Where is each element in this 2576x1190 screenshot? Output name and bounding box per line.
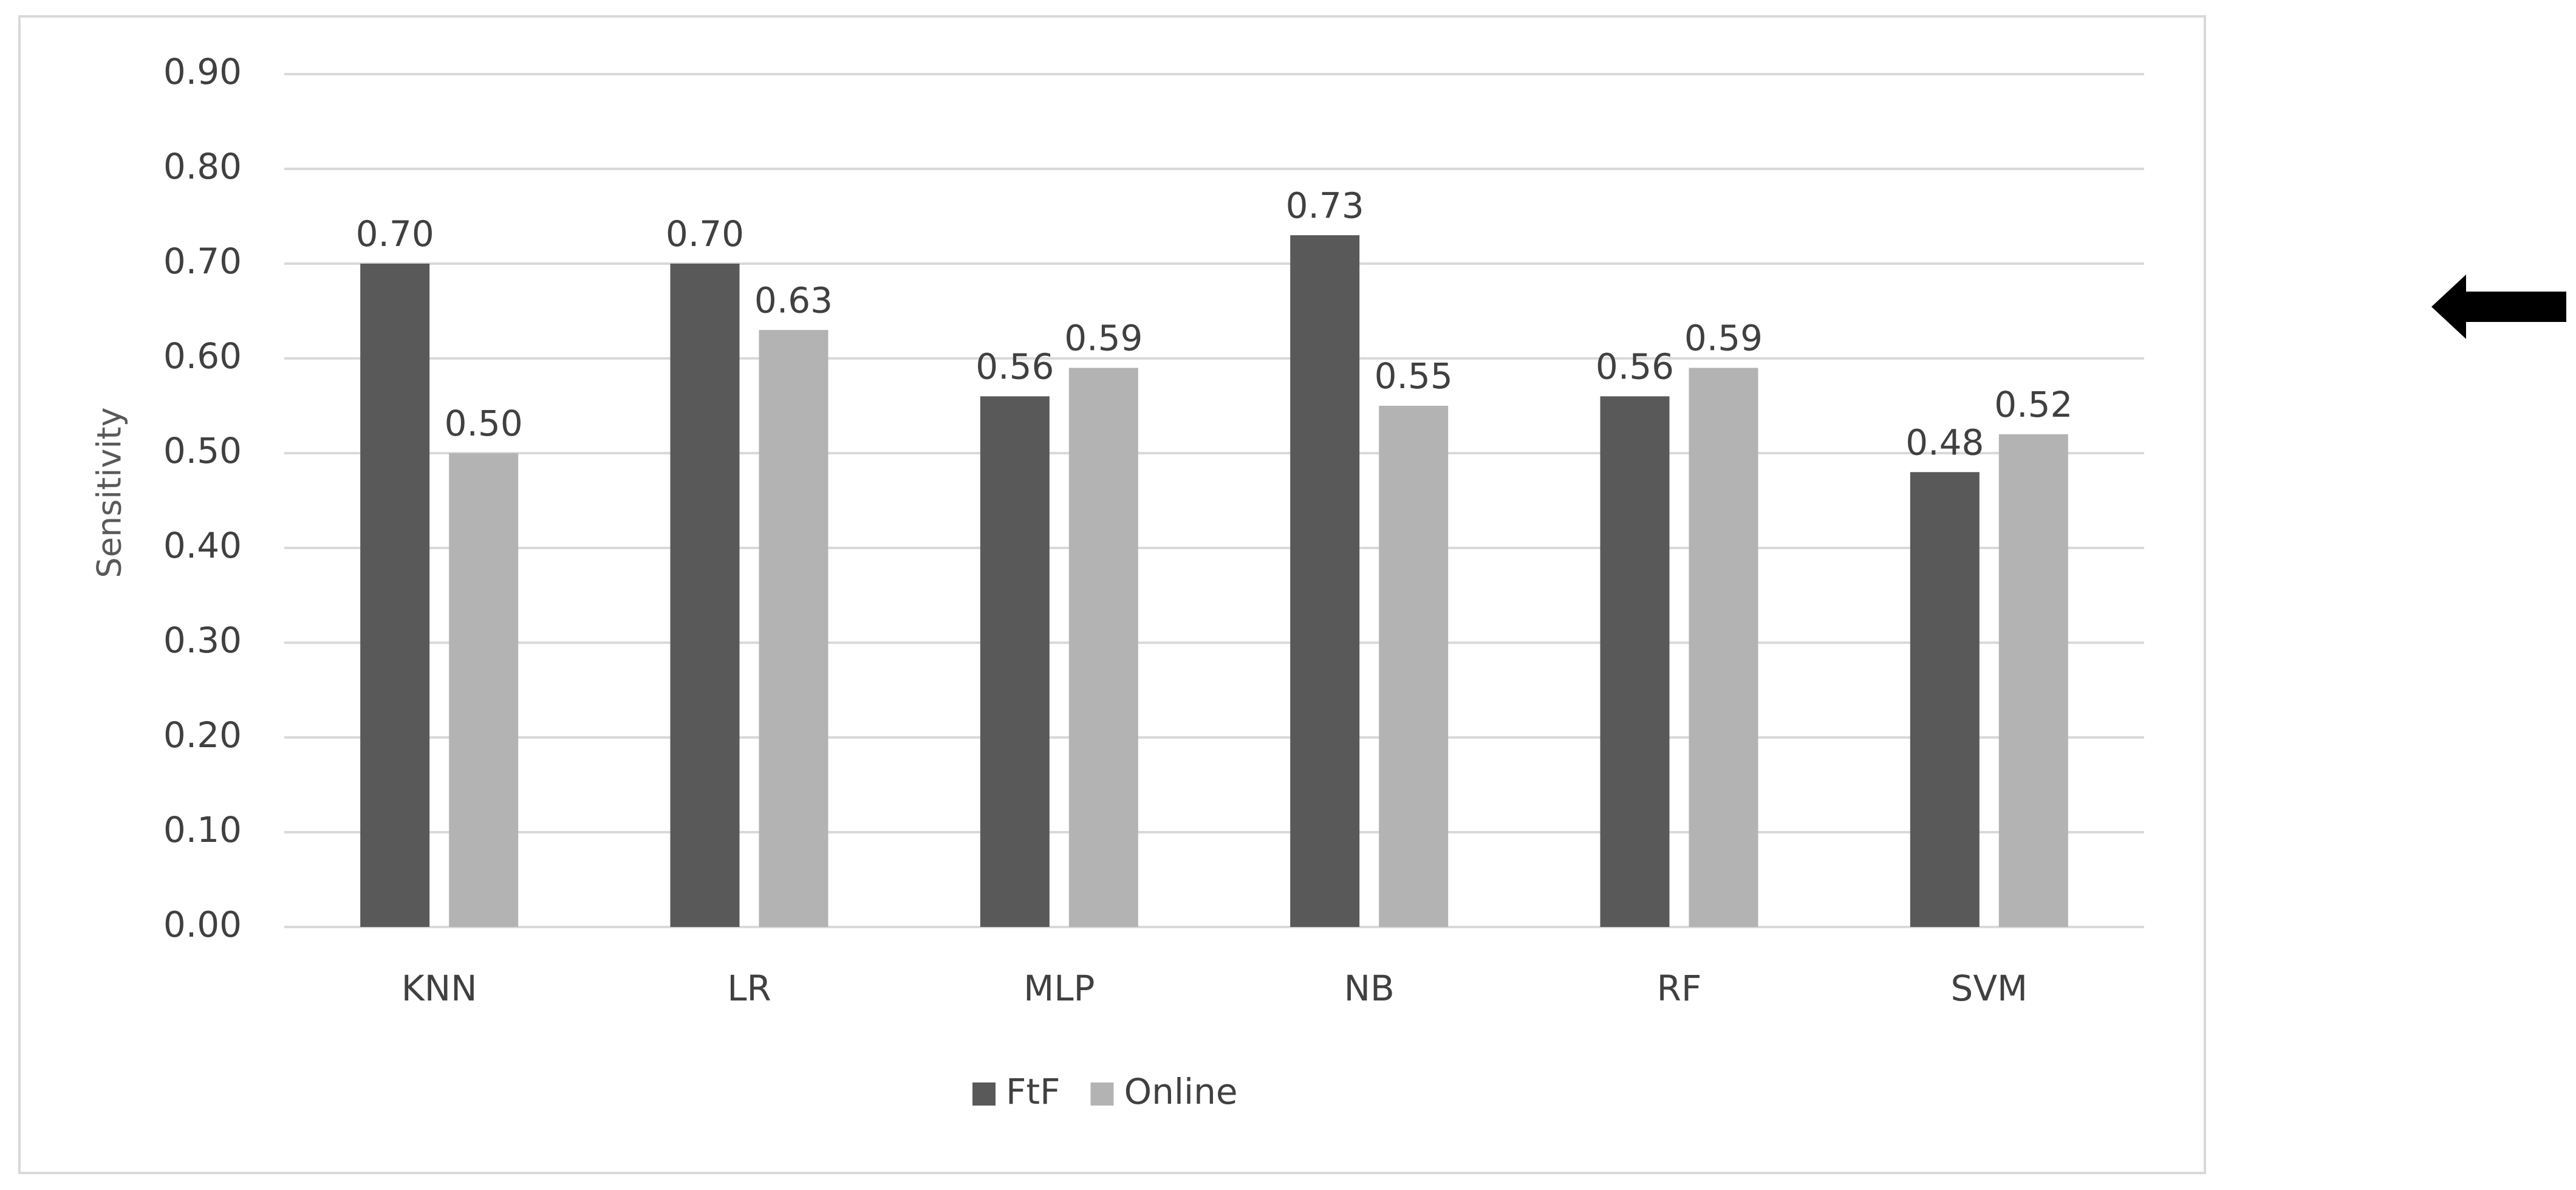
y-tick-label: 0.00 [163,904,242,945]
bar [1290,235,1360,928]
x-tick-label: LR [727,968,771,1009]
bar [980,396,1050,927]
x-tick-label: SVM [1951,968,2028,1009]
data-label: 0.63 [754,279,833,321]
bar [759,330,828,927]
x-tick-label: KNN [401,968,477,1009]
y-tick-label: 0.10 [163,809,242,850]
data-label: 0.56 [1596,346,1674,388]
y-tick-label: 0.40 [163,525,242,566]
bar [1600,396,1670,927]
x-tick-label: MLP [1023,968,1095,1009]
legend-label: Online [1124,1071,1237,1112]
data-label: 0.59 [1064,318,1143,359]
data-label: 0.73 [1286,185,1364,226]
y-tick-label: 0.20 [163,714,242,756]
y-tick-label: 0.90 [163,51,242,92]
y-tick-label: 0.50 [163,430,242,471]
bar [1689,368,1758,927]
legend-swatch [972,1082,996,1106]
y-tick-label: 0.80 [163,146,242,187]
bar [1910,472,1980,927]
bar [1379,406,1449,927]
y-tick-label: 0.70 [163,241,242,282]
data-label: 0.70 [356,213,434,255]
data-label: 0.56 [975,346,1054,388]
bar [1998,434,2068,927]
data-label: 0.48 [1905,422,1984,463]
x-tick-label: RF [1657,968,1702,1009]
legend-label: FtF [1006,1071,1060,1112]
data-label: 0.52 [1994,384,2072,425]
data-label: 0.59 [1684,318,1763,359]
data-label: 0.70 [666,213,744,255]
data-label: 0.50 [445,403,523,444]
legend-swatch [1090,1082,1114,1106]
y-tick-label: 0.30 [163,620,242,661]
bar [449,453,519,927]
bar [360,264,430,927]
bar [670,264,740,927]
y-axis-label: Sensitivity [91,407,129,578]
bar [1068,368,1138,927]
y-tick-label: 0.60 [163,335,242,377]
x-tick-label: NB [1344,968,1395,1009]
data-label: 0.55 [1375,355,1453,397]
arrow-icon [2431,275,2566,339]
